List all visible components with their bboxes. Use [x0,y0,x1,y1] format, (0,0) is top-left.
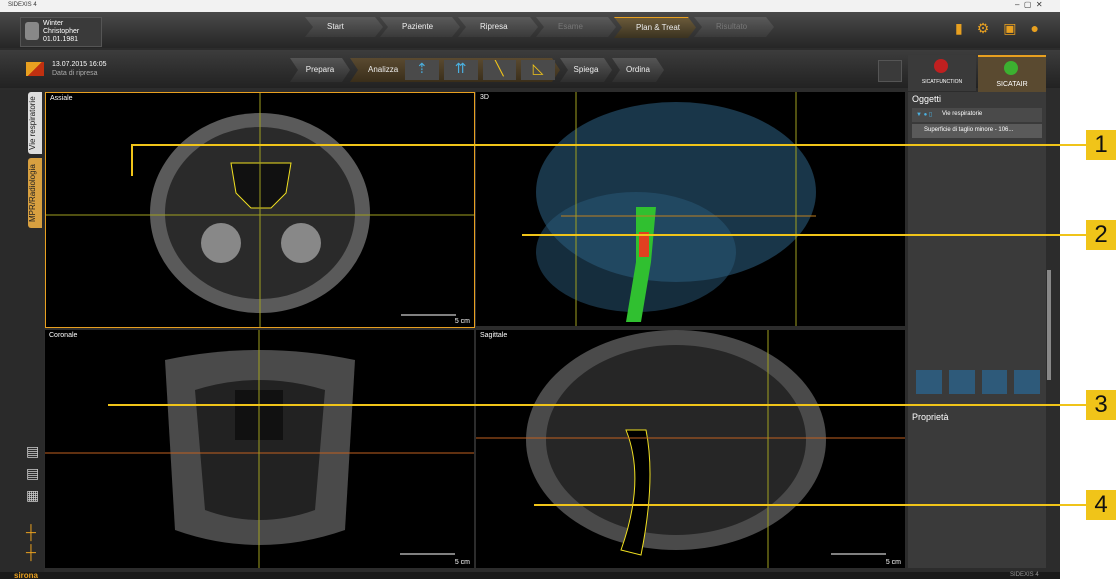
callout-number: 3 [1086,390,1116,420]
workflow-step[interactable]: Prepara [290,58,350,82]
object-label: Vie respiratorie [942,111,983,117]
scale-label: 5 cm [454,318,470,325]
window-controls[interactable]: – ▢ ✕ [1015,0,1043,9]
nav-item[interactable]: Ripresa [458,17,538,37]
study-label: Data di ripresa [52,70,98,77]
patient-last-name: Winter [43,20,64,27]
scale-label: 5 cm [454,559,470,566]
product: SIDEXIS 4 [1010,572,1039,578]
workflow-step[interactable]: Ordina [612,58,664,82]
panel-heading: Proprietà [912,412,949,422]
callout-number: 4 [1086,490,1116,520]
nav-item[interactable]: Esame [536,17,616,37]
ct-image [46,93,474,327]
tool[interactable] [948,370,975,394]
tool[interactable] [1014,370,1040,394]
tool[interactable]: ⇡ [405,60,439,80]
nav-item[interactable]: Risultato [694,17,774,37]
view-title: Sagittale [480,332,508,339]
tab-label: SICATFUNCTION [921,79,963,85]
patient-avatar [25,22,39,40]
object-tools [916,370,1040,394]
status-bar: sirona SIDEXIS 4 [0,571,1060,580]
study-date: 13.07.2015 16:05 [52,61,107,68]
patient-birth-date: 01.01.1981 [43,36,79,43]
view-3d[interactable]: 3D [476,92,905,326]
panel-tab[interactable]: SICATAIR [978,55,1046,93]
view-coronal[interactable]: Coronale 5 cm [45,330,474,568]
window-title: SIDEXIS 4 [8,2,37,8]
nav-item[interactable]: Start [305,17,383,37]
side-icons[interactable]: ▤ ▤ ▦ [26,443,40,503]
side-tab[interactable]: MPR/Radiologia [28,158,42,228]
callout-line [522,234,1088,236]
side-tab[interactable]: Vie respiratorie [28,92,42,154]
tool[interactable] [981,370,1008,394]
analyze-tools: ⇡ ⇈ ╲ ◺ [405,60,555,80]
scrollbar[interactable] [1047,270,1051,380]
object-label: Superficie di taglio minore - 106... [924,127,1014,133]
callout-line [131,144,133,176]
panel-tab[interactable]: SICATFUNCTION [908,55,976,91]
tool[interactable]: ⇈ [443,60,478,80]
tab-label: SICATAIR [996,81,1028,88]
layout-icons[interactable]: ┼ ┼ [26,524,36,560]
view-axial[interactable]: Assiale 5 cm [45,92,475,328]
view-title: Coronale [49,332,78,339]
object-row[interactable]: Superficie di taglio minore - 106... [912,124,1042,138]
patient-box[interactable]: Winter Christopher 01.01.1981 [20,17,102,47]
callout-line [132,144,1088,146]
tool[interactable] [916,370,942,394]
nav-item[interactable]: Paziente [380,17,460,37]
workflow-step[interactable]: Spiega [560,58,612,82]
patient-first-name: Christopher [43,28,80,35]
ct-image [45,330,474,568]
3d-render [536,92,816,326]
panel-heading: Oggetti [912,94,942,104]
object-row[interactable]: ▼ ● ▯ Vie respiratorie [912,108,1042,122]
callout-line [108,404,1088,406]
toolbar-icons[interactable]: ▮⚙▣● [955,20,1053,36]
brand: sirona [14,571,39,580]
nav-item[interactable]: Plan & Treat [614,17,696,38]
right-panel: Oggetti ▼ ● ▯ Vie respiratorie Superfici… [908,92,1046,568]
callout-line [534,504,1088,506]
study-info: 13.07.2015 16:05 Data di ripresa [52,60,107,78]
callout-number: 2 [1086,220,1116,250]
study-icon [26,62,44,76]
callout-number: 1 [1086,130,1116,160]
cart-button[interactable] [878,60,902,82]
view-title: Assiale [50,95,73,102]
tool[interactable]: ╲ [482,60,517,80]
view-title: 3D [480,94,489,101]
view-sagittal[interactable]: Sagittale 5 cm [476,330,905,568]
ct-image [476,330,905,568]
tool[interactable]: ◺ [521,60,555,80]
scale-label: 5 cm [885,559,901,566]
title-bar: SIDEXIS 4 – ▢ ✕ [0,0,1060,12]
